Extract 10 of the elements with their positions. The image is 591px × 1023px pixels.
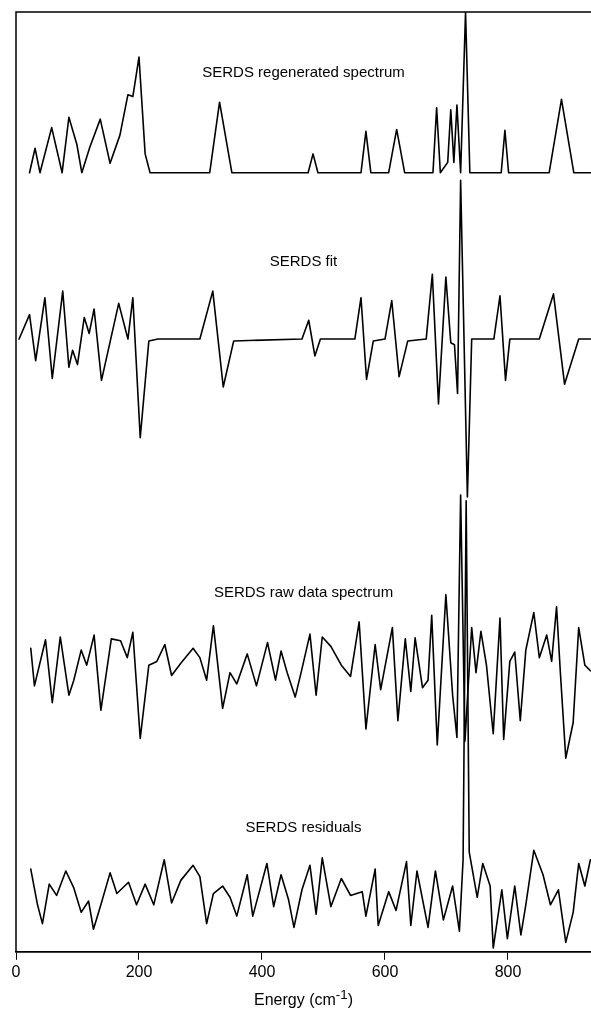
x-tick-label: 200 bbox=[125, 962, 153, 980]
x-tick-label: 400 bbox=[248, 962, 276, 980]
series-label: SERDS regenerated spectrum bbox=[202, 62, 405, 80]
text: SERDS fit bbox=[269, 251, 339, 269]
series-label: SERDS raw data spectrum bbox=[213, 582, 394, 600]
x-axis-title: Energy (cm$^{-1}$) bbox=[253, 987, 354, 1010]
text: SERDS residuals bbox=[245, 818, 362, 836]
x-tick-label: 800 bbox=[494, 962, 522, 980]
x-tick-label: 0 bbox=[11, 962, 21, 980]
x-tick-label: 600 bbox=[371, 962, 399, 980]
